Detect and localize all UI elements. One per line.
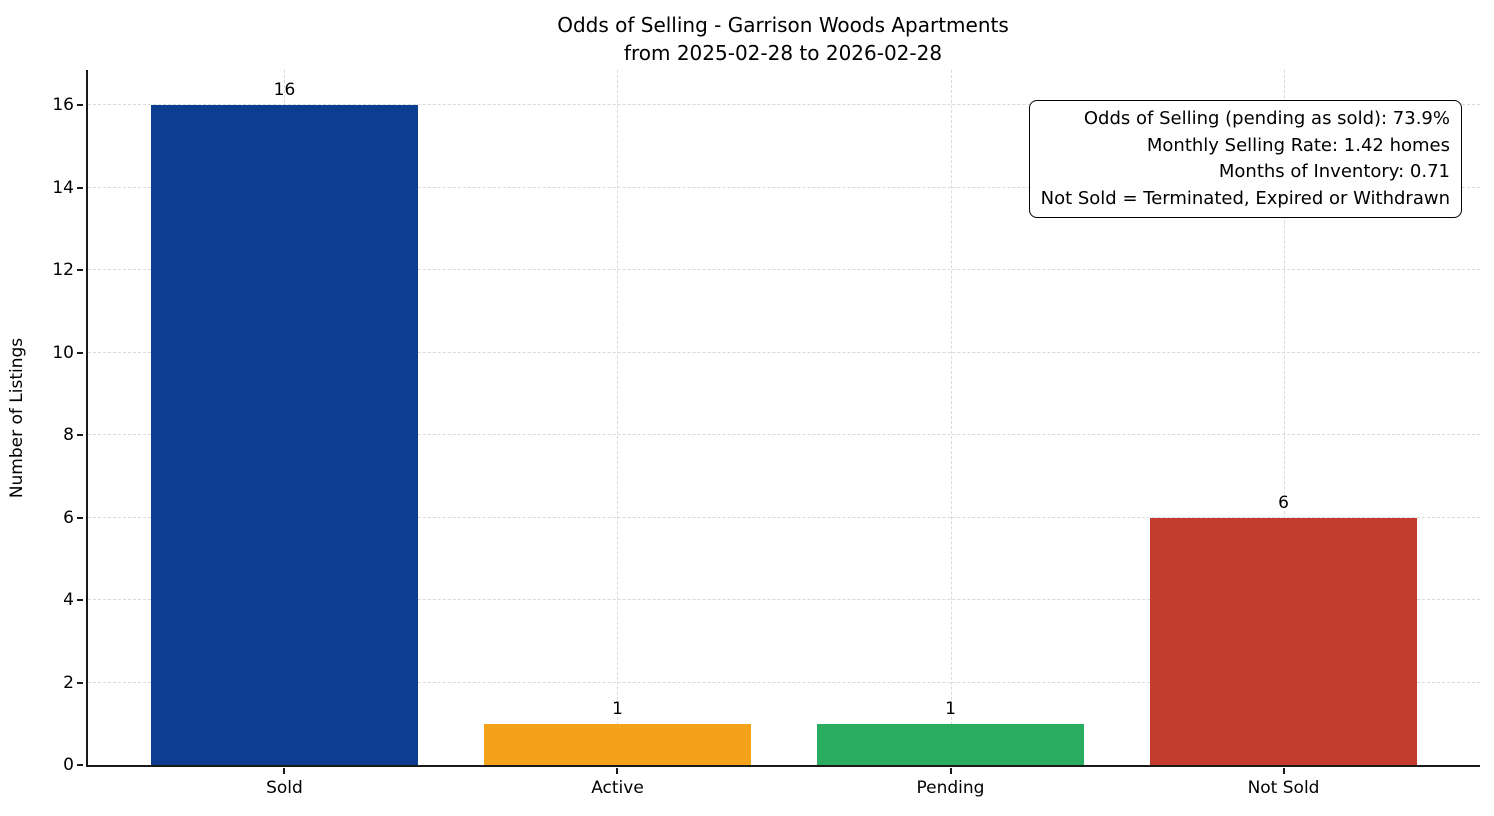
y-tick-label: 0 [63, 755, 74, 775]
horizontal-gridline [88, 351, 1480, 353]
annotation-line: Monthly Selling Rate: 1.42 homes [1146, 134, 1450, 156]
horizontal-gridline [88, 269, 1480, 271]
annotation-line: Not Sold = Terminated, Expired or Withdr… [1040, 187, 1450, 209]
chart-title: Odds of Selling - Garrison Woods Apartme… [557, 13, 1009, 37]
y-tick-mark [77, 681, 83, 684]
y-tick-label: 10 [52, 342, 74, 363]
x-tick-label: Active [591, 778, 644, 798]
chart-subtitle: from 2025-02-28 to 2026-02-28 [623, 41, 943, 65]
horizontal-gridline [88, 516, 1480, 518]
horizontal-gridline [88, 599, 1480, 601]
y-tick-label: 2 [63, 672, 74, 693]
bar-value-label: 6 [1278, 492, 1289, 513]
vertical-gridline [1283, 70, 1285, 765]
y-tick-mark [77, 186, 83, 189]
bar-pending [817, 723, 1084, 765]
bar-not-sold [1150, 517, 1417, 765]
vertical-gridline [617, 70, 619, 765]
annotation-line: Months of Inventory: 0.71 [1218, 161, 1450, 182]
x-tick-mark [949, 767, 952, 774]
chart-title-block: Odds of Selling - Garrison Woods Apartme… [86, 11, 1480, 67]
y-tick-mark [77, 516, 83, 519]
bar-active [484, 723, 751, 765]
horizontal-gridline [88, 681, 1480, 683]
x-tick-mark [283, 767, 286, 774]
horizontal-gridline [88, 434, 1480, 436]
y-tick-label: 12 [52, 260, 74, 281]
bar-value-label: 1 [612, 698, 623, 719]
x-tick-label: Not Sold [1247, 778, 1320, 798]
bar-value-label: 16 [273, 80, 296, 101]
plot-area: 16 1 1 6 0 2 4 6 8 10 12 14 16 Sold Active Pending Not… [52, 70, 1480, 798]
y-axis-label: Number of Listings [7, 337, 27, 499]
y-tick-mark [77, 599, 83, 602]
vertical-gridline [950, 70, 952, 765]
x-tick-mark [616, 767, 619, 774]
y-tick-label: 8 [63, 425, 74, 446]
y-tick-mark [77, 269, 83, 272]
y-tick-mark [77, 764, 83, 766]
y-tick-label: 4 [63, 590, 74, 611]
horizontal-gridline [88, 104, 1480, 106]
x-tick-label: Pending [916, 778, 985, 798]
annotation-box: Odds of Selling (pending as sold): 73.9%… [1028, 100, 1462, 218]
bar-sold [151, 105, 418, 765]
x-tick-label: Sold [266, 778, 303, 798]
bar-value-label: 1 [945, 698, 956, 719]
annotation-line: Odds of Selling (pending as sold): 73.9% [1083, 108, 1450, 129]
y-tick-label: 6 [63, 507, 74, 528]
horizontal-gridline [88, 186, 1480, 188]
y-tick-mark [77, 351, 83, 354]
y-tick-mark [77, 104, 83, 107]
x-tick-mark [1282, 767, 1285, 774]
y-tick-mark [77, 434, 83, 437]
y-tick-label: 16 [52, 95, 74, 116]
y-tick-label: 14 [52, 177, 74, 198]
